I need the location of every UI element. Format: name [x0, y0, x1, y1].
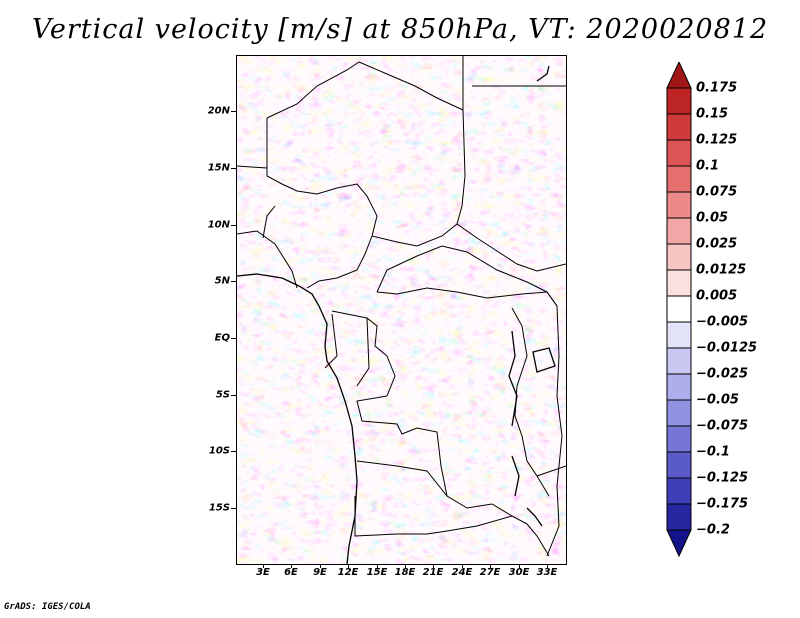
colorbar-label: 0.175	[696, 80, 738, 96]
lon-tick	[490, 564, 491, 568]
colorbar-label: −0.075	[696, 418, 749, 434]
colorbar-label: 0.0125	[696, 262, 747, 278]
colorbar-label: −0.125	[696, 470, 749, 486]
colorbar-label: −0.025	[696, 366, 749, 382]
colorbar-label: −0.05	[696, 392, 739, 408]
lon-tick	[263, 564, 264, 568]
lon-label-21e: 21E	[422, 567, 444, 578]
lon-label-33e: 33E	[536, 567, 558, 578]
colorbar-label: 0.005	[696, 288, 738, 304]
lat-label-15n: 15N	[207, 162, 230, 174]
vertical-velocity-field	[237, 56, 566, 564]
colorbar-cap-max	[666, 62, 692, 89]
colorbar-segment	[666, 191, 692, 219]
colorbar-segment	[666, 399, 692, 427]
lat-label-eq: EQ	[214, 332, 230, 344]
lon-tick	[547, 564, 548, 568]
colorbar-label: 0.05	[696, 210, 729, 226]
colorbar-label: −0.005	[696, 314, 749, 330]
colorbar-segment	[666, 113, 692, 141]
lon-label-30e: 30E	[508, 567, 530, 578]
colorbar-label: 0.1	[696, 158, 720, 174]
lon-label-18e: 18E	[394, 567, 416, 578]
map-title: Vertical velocity [m/s] at 850hPa, VT: 2…	[31, 14, 769, 45]
lon-label-9e: 9E	[313, 567, 327, 578]
colorbar-segment	[666, 503, 692, 531]
lon-label-27e: 27E	[479, 567, 501, 578]
lon-tick	[348, 564, 349, 568]
lat-label-10s: 10S	[208, 445, 230, 457]
lon-tick	[519, 564, 520, 568]
colorbar	[666, 62, 692, 558]
colorbar-label: 0.025	[696, 236, 738, 252]
colorbar-segment	[666, 425, 692, 453]
colorbar-label: 0.15	[696, 106, 729, 122]
lon-tick	[320, 564, 321, 568]
grads-credit: GrADS: IGES/COLA	[4, 602, 91, 612]
colorbar-label: 0.125	[696, 132, 738, 148]
lat-label-10n: 10N	[207, 219, 230, 231]
lon-tick	[291, 564, 292, 568]
coastline	[237, 65, 556, 564]
lat-tick	[231, 281, 236, 282]
lon-tick	[405, 564, 406, 568]
colorbar-label: −0.0125	[696, 340, 758, 356]
colorbar-segment	[666, 347, 692, 375]
lon-label-3e: 3E	[256, 567, 270, 578]
colorbar-cap-min	[666, 529, 692, 558]
colorbar-label: −0.175	[696, 496, 749, 512]
lon-tick	[462, 564, 463, 568]
colorbar-label: −0.2	[696, 522, 730, 538]
lat-tick	[231, 111, 236, 112]
lat-tick	[231, 508, 236, 509]
lon-label-24e: 24E	[451, 567, 473, 578]
country-borders	[237, 56, 566, 557]
colorbar-segment	[666, 373, 692, 401]
colorbar-segment	[666, 217, 692, 245]
lat-tick	[231, 395, 236, 396]
lat-label-5s: 5S	[215, 389, 230, 401]
lon-tick	[433, 564, 434, 568]
lat-tick	[231, 225, 236, 226]
lon-label-15e: 15E	[366, 567, 388, 578]
colorbar-segment	[666, 477, 692, 505]
colorbar-segment	[666, 269, 692, 297]
colorbar-segment	[666, 243, 692, 271]
colorbar-segment	[666, 165, 692, 193]
lat-tick	[231, 451, 236, 452]
velocity-speckle	[237, 56, 566, 564]
colorbar-segment	[666, 139, 692, 167]
lat-label-20n: 20N	[207, 105, 230, 117]
colorbar-label: 0.075	[696, 184, 738, 200]
lat-label-5n: 5N	[214, 275, 230, 287]
lat-tick	[231, 338, 236, 339]
colorbar-segment	[666, 321, 692, 349]
lat-label-15s: 15S	[208, 502, 230, 514]
colorbar-label: −0.1	[696, 444, 730, 460]
lon-tick	[377, 564, 378, 568]
colorbar-segment	[666, 87, 692, 115]
map-plot-area	[236, 55, 567, 565]
lat-tick	[231, 168, 236, 169]
lon-label-6e: 6E	[284, 567, 298, 578]
colorbar-segment	[666, 451, 692, 479]
lon-label-12e: 12E	[337, 567, 359, 578]
colorbar-segment	[666, 295, 692, 323]
